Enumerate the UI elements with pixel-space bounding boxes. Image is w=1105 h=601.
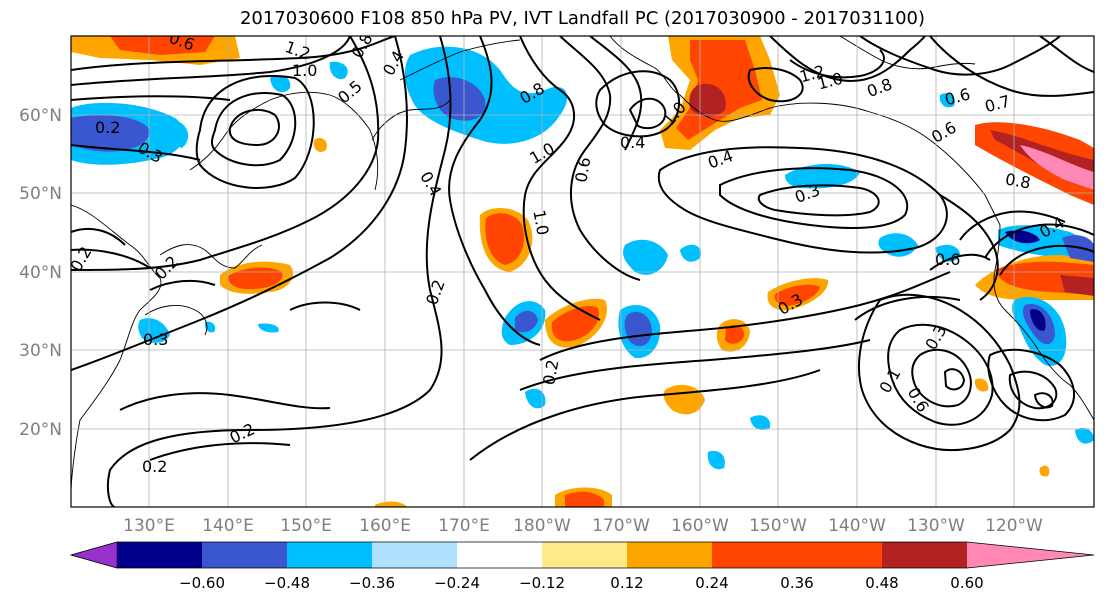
lon-label: 170°W bbox=[592, 516, 650, 536]
map-plot-area: 0.6 1.2 1.0 0.8 0.4 0.5 0.2 0.3 0.8 1.0 … bbox=[71, 36, 1094, 507]
longitude-labels: 130°E 140°E 150°E 160°E 170°E 180°W 170°… bbox=[123, 516, 1043, 536]
contour-label: 0.3 bbox=[143, 330, 168, 349]
colorbar-tick: 0.36 bbox=[780, 574, 813, 592]
lon-label: 150°E bbox=[280, 516, 332, 536]
latitude-labels: 60°N 50°N 40°N 30°N 20°N bbox=[19, 106, 62, 440]
colorbar-tick: 0.60 bbox=[950, 574, 983, 592]
contour-label: 0.6 bbox=[571, 156, 594, 184]
colorbar-segment bbox=[797, 542, 882, 568]
colorbar-tick: −0.36 bbox=[349, 574, 395, 592]
colorbar-tick: −0.60 bbox=[179, 574, 225, 592]
colorbar-tick: 0.24 bbox=[695, 574, 728, 592]
lon-label: 170°E bbox=[438, 516, 490, 536]
contour-label: 0.6 bbox=[935, 250, 960, 269]
lon-label: 130°E bbox=[123, 516, 175, 536]
colorbar-tick: 0.12 bbox=[610, 574, 643, 592]
lat-label-60n: 60°N bbox=[19, 106, 62, 126]
lat-label-40n: 40°N bbox=[19, 263, 62, 283]
contour-label: 0.4 bbox=[620, 133, 645, 152]
colorbar-segment bbox=[712, 542, 797, 568]
colorbar-segment bbox=[967, 542, 1094, 568]
lon-label: 120°W bbox=[985, 516, 1043, 536]
colorbar-ticks: −0.60 −0.48 −0.36 −0.24 −0.12 0.12 0.24 … bbox=[179, 574, 984, 592]
colorbar-segment bbox=[627, 542, 712, 568]
lon-label: 160°W bbox=[671, 516, 729, 536]
graticule bbox=[71, 36, 1094, 507]
ivt-contours bbox=[71, 36, 1094, 507]
lon-label: 150°W bbox=[749, 516, 807, 536]
colorbar-tick: −0.24 bbox=[434, 574, 480, 592]
map-title: 2017030600 F108 850 hPa PV, IVT Landfall… bbox=[239, 8, 926, 29]
colorbar-segment bbox=[542, 542, 627, 568]
lat-label-50n: 50°N bbox=[19, 184, 62, 204]
contour-label: 0.2 bbox=[95, 118, 120, 137]
colorbar-segment bbox=[117, 542, 202, 568]
colorbar-tick: −0.12 bbox=[519, 574, 565, 592]
lat-label-30n: 30°N bbox=[19, 341, 62, 361]
colorbar-tick: −0.48 bbox=[264, 574, 310, 592]
contour-label: 0.2 bbox=[539, 358, 562, 386]
contour-label: 0.8 bbox=[1004, 169, 1032, 192]
lon-label: 140°E bbox=[202, 516, 254, 536]
colorbar-segment bbox=[457, 542, 542, 568]
lon-label: 130°W bbox=[907, 516, 965, 536]
colorbar-segment bbox=[70, 541, 118, 569]
contour-label: 1.0 bbox=[529, 208, 552, 236]
colorbar-segment bbox=[882, 542, 967, 568]
contour-label: 1.0 bbox=[292, 61, 317, 80]
lon-label: 140°W bbox=[828, 516, 886, 536]
colorbar-segment bbox=[202, 542, 287, 568]
colorbar-segment bbox=[372, 542, 457, 568]
contour-label: 0.2 bbox=[142, 457, 167, 476]
colorbar bbox=[69, 541, 1095, 569]
lat-label-20n: 20°N bbox=[19, 420, 62, 440]
lon-label: 160°E bbox=[359, 516, 411, 536]
lon-label: 180°W bbox=[513, 516, 571, 536]
colorbar-segment bbox=[287, 542, 372, 568]
plot-frame bbox=[70, 35, 1095, 508]
pv-anomaly-fill bbox=[71, 36, 1094, 507]
colorbar-tick: 0.48 bbox=[865, 574, 898, 592]
